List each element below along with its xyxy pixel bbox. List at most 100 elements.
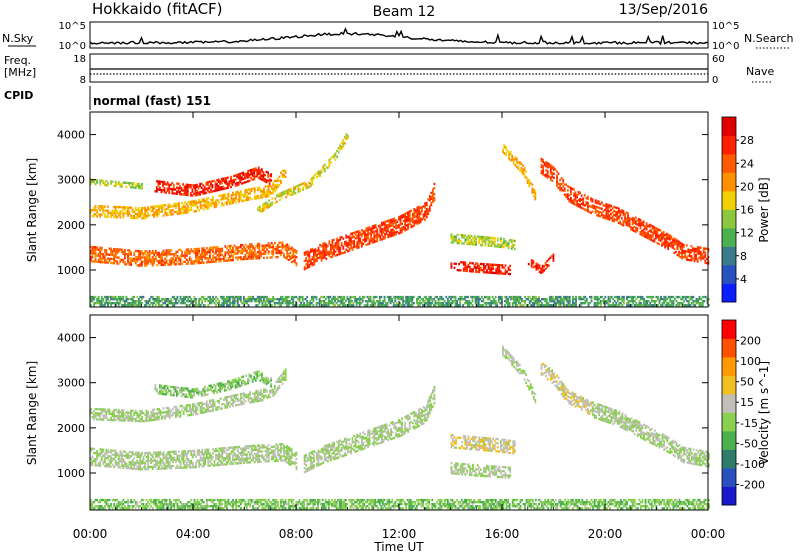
range-cell: [661, 238, 663, 241]
range-cell: [610, 212, 612, 216]
range-cell: [247, 196, 250, 199]
range-cell: [572, 302, 574, 305]
range-cell: [198, 247, 201, 250]
range-cell: [509, 239, 512, 242]
range-cell: [619, 298, 622, 301]
range-cell: [286, 251, 289, 254]
range-cell: [113, 211, 116, 215]
range-cell: [171, 209, 174, 212]
range-cell: [347, 242, 349, 245]
range-cell: [583, 204, 586, 207]
range-cell: [167, 302, 170, 305]
range-cell: [499, 237, 502, 240]
range-cell: [661, 298, 664, 301]
range-cell: [207, 295, 210, 299]
range-cell: [605, 215, 608, 218]
range-cell: [413, 208, 416, 211]
range-cell: [533, 298, 536, 301]
range-cell: [704, 247, 707, 250]
range-cell: [607, 207, 609, 211]
range-cell: [704, 251, 707, 254]
range-cell: [632, 300, 635, 303]
range-cell: [110, 304, 112, 307]
range-cell: [658, 298, 661, 301]
range-cell: [325, 249, 328, 252]
range-cell: [224, 245, 227, 248]
range-cell: [440, 304, 443, 307]
range-cell: [144, 300, 146, 303]
range-cell: [127, 255, 129, 258]
range-cell: [238, 198, 241, 201]
range-cell: [452, 237, 454, 240]
range-cell: [413, 210, 416, 213]
range-cell: [339, 248, 342, 252]
range-cell: [162, 214, 165, 217]
range-cell: [552, 255, 555, 258]
range-cell: [372, 302, 375, 305]
range-cell: [488, 302, 491, 305]
range-cell: [122, 206, 125, 209]
range-cell: [139, 213, 142, 216]
range-cell: [612, 298, 615, 301]
range-cell: [262, 175, 265, 178]
range-cell: [628, 219, 631, 222]
range-cell: [175, 450, 177, 453]
range-cell: [107, 184, 109, 187]
range-cell: [607, 209, 609, 213]
range-cell: [139, 250, 142, 253]
range-cell: [446, 300, 449, 303]
range-cell: [249, 251, 251, 254]
range-cell: [549, 168, 552, 171]
range-cell: [555, 304, 557, 307]
range-cell: [127, 298, 129, 301]
range-cell: [220, 186, 223, 189]
range-cell: [308, 257, 311, 260]
range-cell: [184, 207, 187, 210]
range-cell: [655, 233, 657, 236]
range-cell: [400, 304, 403, 307]
range-cell: [390, 230, 393, 234]
range-cell: [162, 180, 164, 184]
range-cell: [597, 210, 600, 213]
range-cell: [278, 300, 281, 303]
range-cell: [207, 250, 210, 254]
range-cell: [472, 237, 474, 240]
range-cell: [503, 246, 505, 249]
range-cell: [219, 304, 222, 307]
range-cell: [431, 302, 434, 305]
range-cell: [525, 170, 528, 173]
range-cell: [659, 239, 662, 242]
range-cell: [439, 298, 442, 301]
range-cell: [616, 219, 619, 222]
range-cell: [336, 253, 339, 257]
range-cell: [267, 171, 270, 174]
range-cell: [170, 450, 173, 454]
range-cell: [236, 246, 239, 249]
range-cell: [678, 295, 681, 299]
range-cell: [263, 248, 265, 251]
range-cell: [675, 240, 677, 243]
range-cell: [241, 199, 244, 203]
range-cell: [252, 187, 255, 190]
range-cell: [264, 252, 267, 255]
range-cell: [677, 302, 679, 305]
range-cell: [139, 304, 142, 307]
range-cell: [498, 243, 501, 246]
range-cell: [213, 203, 216, 207]
range-cell: [103, 249, 106, 252]
range-cell: [192, 260, 194, 263]
range-cell: [204, 463, 207, 466]
range-cell: [117, 464, 120, 467]
range-cell: [496, 270, 499, 273]
range-cell: [154, 453, 157, 456]
range-cell: [185, 464, 188, 467]
range-cell: [238, 192, 241, 195]
range-cell: [591, 200, 594, 203]
range-cell: [226, 302, 228, 305]
range-cell: [167, 300, 170, 303]
range-cell: [277, 193, 280, 196]
range-cell: [445, 295, 448, 299]
range-cell: [226, 300, 228, 303]
range-cell: [252, 245, 255, 248]
range-cell: [616, 304, 619, 307]
